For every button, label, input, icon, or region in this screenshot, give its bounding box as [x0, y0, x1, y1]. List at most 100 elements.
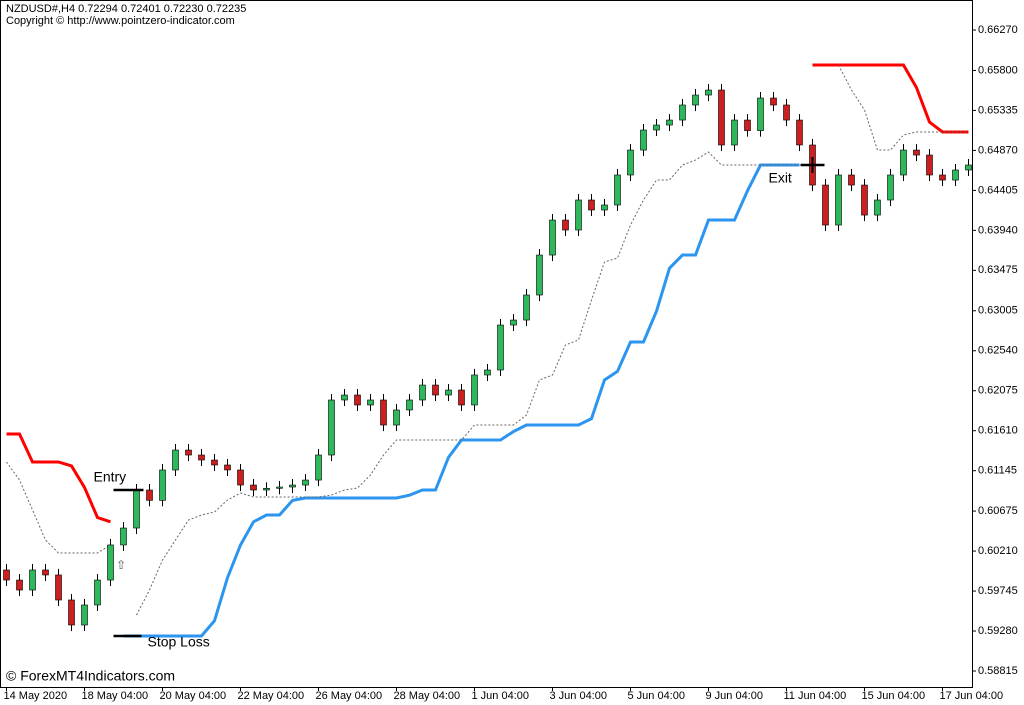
plot-frame — [0, 0, 973, 688]
x-tick-label: 18 May 04:00 — [81, 690, 148, 702]
candle-body — [458, 389, 465, 406]
candle-body — [224, 464, 231, 471]
candle-body — [822, 184, 829, 226]
y-tick-label: 0.62075 — [978, 385, 1018, 397]
candle-body — [627, 149, 634, 176]
candle-body — [835, 174, 842, 226]
candle-body — [471, 374, 478, 406]
candle-body — [497, 324, 504, 371]
up-arrow-icon: ⇧ — [116, 558, 126, 572]
candle-body — [510, 319, 517, 326]
indicator-line — [6, 64, 969, 616]
x-tick-label: 28 May 04:00 — [393, 690, 460, 702]
candle-body — [770, 97, 777, 106]
candle-body — [42, 569, 49, 576]
candle-body — [484, 369, 491, 376]
candle-body — [796, 119, 803, 146]
candle-body — [380, 399, 387, 426]
candle-body — [653, 124, 660, 131]
x-tick-label: 1 Jun 04:00 — [471, 690, 529, 702]
x-tick-label: 5 Jun 04:00 — [627, 690, 685, 702]
x-tick-label: 3 Jun 04:00 — [549, 690, 607, 702]
candle-body — [731, 119, 738, 146]
y-tick-label: 0.65800 — [978, 64, 1018, 76]
y-tick-label: 0.64870 — [978, 144, 1018, 156]
candle-body — [29, 569, 36, 591]
candle-body — [536, 254, 543, 296]
candle-body — [640, 129, 647, 151]
y-tick-label: 0.63475 — [978, 264, 1018, 276]
y-tick-label: 0.61145 — [978, 465, 1017, 477]
x-tick-label: 20 May 04:00 — [159, 690, 226, 702]
candle-body — [354, 394, 361, 406]
candle-body — [523, 294, 530, 321]
x-tick-label: 22 May 04:00 — [237, 690, 304, 702]
candle-body — [185, 449, 192, 456]
candle-body — [432, 384, 439, 396]
y-tick-label: 0.64405 — [978, 184, 1018, 196]
candle-body — [133, 489, 140, 529]
x-tick-label: 9 Jun 04:00 — [705, 690, 763, 702]
y-tick-label: 0.63005 — [978, 305, 1018, 317]
candle-body — [120, 527, 127, 546]
candle-body — [315, 454, 322, 481]
candle-body — [328, 399, 335, 456]
candle-body — [367, 399, 374, 406]
candle-body — [276, 486, 283, 489]
x-tick-label: 14 May 2020 — [3, 690, 67, 702]
candle-body — [341, 394, 348, 401]
annotation-text: Exit — [768, 170, 791, 186]
candle-body — [757, 97, 764, 131]
candle-body — [666, 119, 673, 126]
candle-body — [601, 204, 608, 211]
y-tick-label: 0.63940 — [978, 224, 1018, 236]
candle-body — [913, 149, 920, 156]
y-tick-label: 0.66270 — [978, 24, 1018, 36]
candle-body — [887, 174, 894, 201]
y-tick-label: 0.62540 — [978, 345, 1018, 357]
watermark: © ForexMT4Indicators.com — [6, 668, 175, 684]
candle-body — [679, 104, 686, 121]
y-tick-label: 0.60675 — [978, 505, 1018, 517]
y-tick-label: 0.58815 — [978, 665, 1018, 677]
candle-body — [263, 488, 270, 491]
candle-body — [3, 569, 10, 581]
candle-body — [783, 104, 790, 121]
candle-body — [965, 164, 972, 171]
candle-body — [237, 469, 244, 486]
candle-body — [562, 219, 569, 231]
candle-body — [289, 484, 296, 488]
y-tick-label: 0.65335 — [978, 104, 1018, 116]
candle-body — [874, 199, 881, 216]
candle-body — [16, 579, 23, 591]
candle-body — [55, 574, 62, 601]
candle-body — [393, 409, 400, 426]
candle-body — [575, 199, 582, 231]
candle-body — [744, 119, 751, 131]
y-tick-label: 0.60210 — [978, 545, 1018, 557]
candle-body — [718, 89, 725, 146]
chart-header: NZDUSD#,H4 0.72294 0.72401 0.72230 0.722… — [6, 3, 246, 15]
candle-body — [146, 489, 153, 501]
candle-body — [250, 484, 257, 491]
candle-body — [614, 174, 621, 206]
candle-body — [302, 479, 309, 486]
candle-body — [900, 149, 907, 176]
candle-body — [861, 184, 868, 216]
candle-body — [926, 154, 933, 176]
y-tick-label: 0.59745 — [978, 585, 1018, 597]
candle-body — [952, 169, 959, 181]
y-tick-label: 0.59280 — [978, 625, 1018, 637]
candle-body — [81, 604, 88, 626]
candle-body — [588, 199, 595, 211]
candle-body — [94, 579, 101, 606]
candle-body — [107, 544, 114, 581]
x-tick-label: 11 Jun 04:00 — [783, 690, 846, 702]
candle-body — [445, 389, 452, 396]
candle-body — [159, 469, 166, 501]
candle-body — [705, 89, 712, 96]
candle-body — [198, 454, 205, 461]
y-tick-label: 0.61610 — [978, 425, 1018, 437]
annotation-text: Entry — [93, 469, 126, 485]
candle-body — [172, 449, 179, 471]
